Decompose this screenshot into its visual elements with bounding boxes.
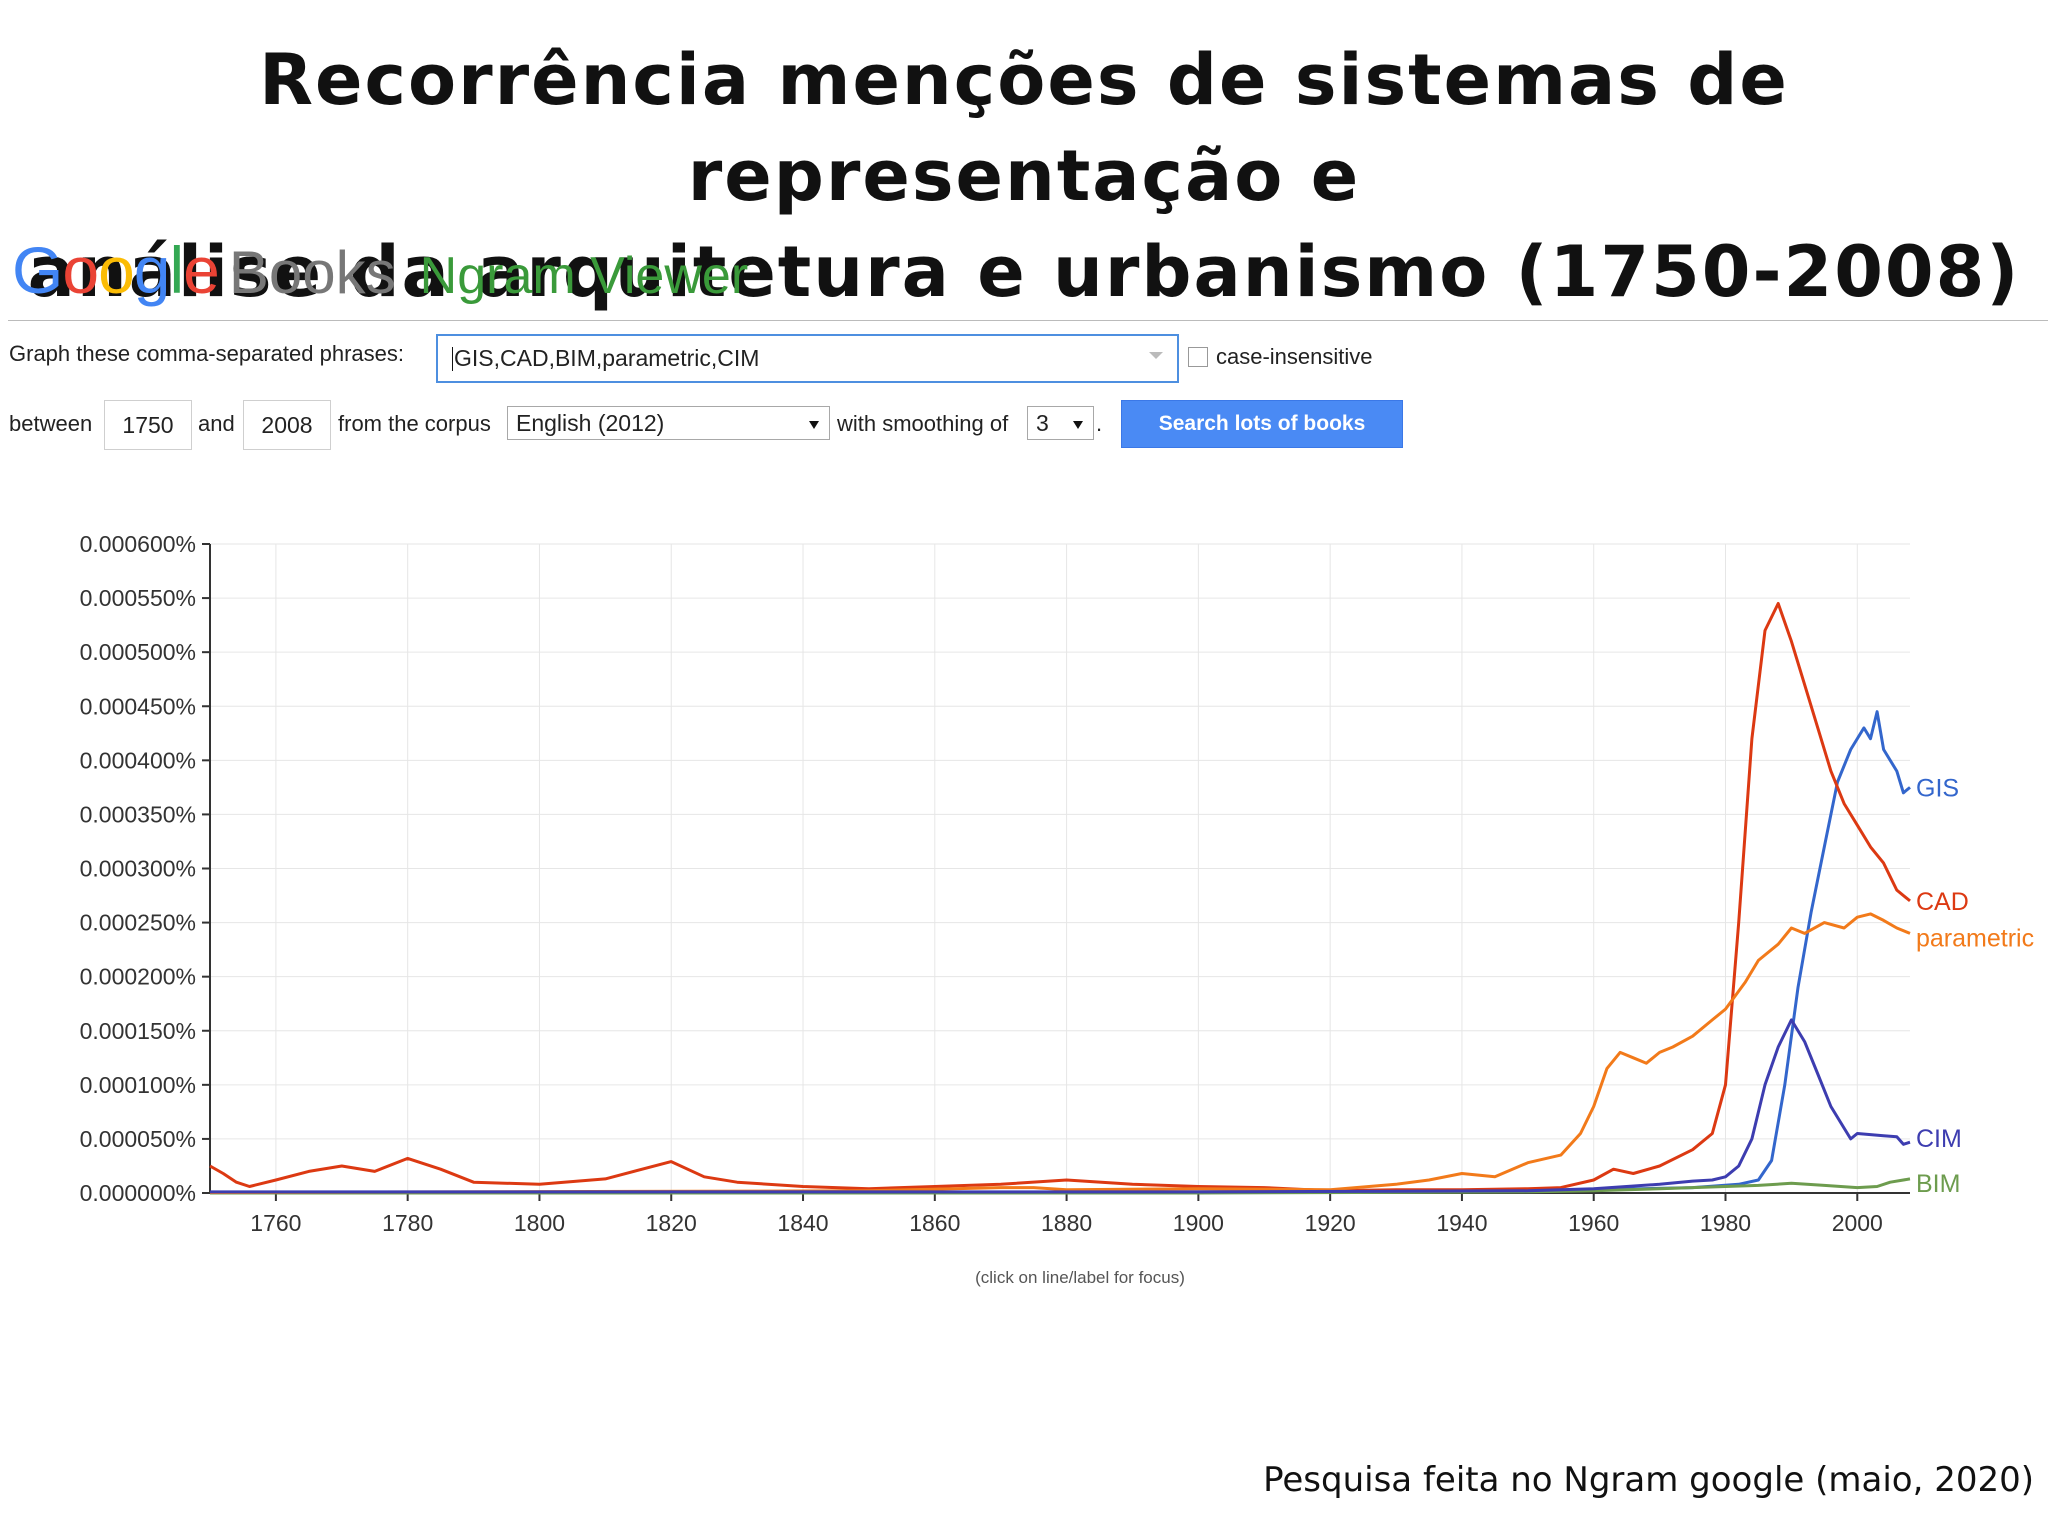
y-tick-label-2: 0.000100% — [80, 1072, 196, 1098]
series-line-CIM[interactable] — [210, 1018, 1911, 1194]
x-tick-label-6: 1880 — [1041, 1210, 1092, 1236]
x-tick-label-12: 2000 — [1832, 1210, 1883, 1236]
y-tick-label-12: 0.000600% — [80, 531, 196, 557]
y-tick-label-7: 0.000350% — [80, 801, 196, 827]
corpus-dropdown-icon — [809, 421, 819, 429]
y-tick-label-9: 0.000450% — [80, 693, 196, 719]
series-line-GIS[interactable] — [210, 710, 1911, 1195]
y-tick-label-5: 0.000250% — [80, 910, 196, 936]
y-tick-label-11: 0.000550% — [80, 585, 196, 611]
slide-title-line-2: análise da arquitetura e urbanismo (1750… — [27, 231, 2021, 313]
text-caret — [452, 346, 453, 371]
case-insensitive-label: case-insensitive — [1216, 344, 1373, 369]
phrases-input-value: GIS,CAD,BIM,parametric,CIM — [454, 345, 760, 371]
ngram-viewer-wordmark: Ngram Viewer — [419, 247, 749, 305]
x-tick-label-5: 1860 — [909, 1210, 960, 1236]
series-line-parametric[interactable] — [209, 912, 1911, 1194]
phrases-input[interactable]: GIS,CAD,BIM,parametric,CIM — [436, 334, 1179, 383]
y-tick-label-1: 0.000050% — [80, 1126, 196, 1152]
search-button[interactable]: Search lots of books — [1121, 400, 1403, 448]
x-tick-label-1: 1780 — [382, 1210, 433, 1236]
series-label-BIM[interactable]: BIM — [1916, 1170, 1960, 1198]
y-tick-label-10: 0.000500% — [80, 639, 196, 665]
between-label: between — [9, 411, 93, 436]
source-note: Pesquisa feita no Ngram google (maio, 20… — [1263, 1460, 2034, 1500]
end-year-input[interactable]: 2008 — [243, 400, 331, 450]
corpus-select[interactable]: English (2012) — [507, 406, 830, 440]
end-year-value: 2008 — [261, 411, 313, 438]
start-year-value: 1750 — [122, 411, 174, 438]
corpus-label: from the corpus — [338, 411, 491, 436]
books-wordmark: Books — [228, 239, 396, 306]
smoothing-dropdown-icon — [1073, 421, 1083, 429]
smoothing-period: . — [1096, 411, 1103, 436]
google-letter-1: o — [62, 233, 99, 307]
x-tick-label-8: 1920 — [1305, 1210, 1356, 1236]
corpus-select-value: English (2012) — [516, 409, 665, 436]
case-insensitive-checkbox[interactable] — [1188, 347, 1208, 367]
x-tick-label-4: 1840 — [777, 1210, 828, 1236]
x-tick-label-9: 1940 — [1436, 1210, 1487, 1236]
smoothing-select[interactable]: 3 — [1027, 406, 1094, 440]
google-letter-4: l — [169, 233, 185, 307]
google-letter-5: e — [183, 233, 220, 307]
series-line-CAD[interactable] — [209, 602, 1911, 1193]
x-tick-label-10: 1960 — [1568, 1210, 1619, 1236]
x-tick-label-3: 1820 — [646, 1210, 697, 1236]
google-letter-2: o — [98, 233, 135, 307]
y-tick-label-4: 0.000200% — [80, 964, 196, 990]
google-books-ngram-logo[interactable]: Google Books Ngram Viewer — [12, 232, 748, 312]
google-letter-0: G — [12, 233, 63, 307]
x-tick-label-2: 1800 — [514, 1210, 565, 1236]
smoothing-label: with smoothing of — [837, 411, 1009, 436]
header-divider — [8, 320, 2048, 321]
series-label-CAD[interactable]: CAD — [1916, 888, 1969, 916]
google-wordmark: Google — [12, 233, 220, 307]
ngram-chart[interactable]: 0.000000% 0.000050% 0.000100% 0.000150% 0.00… — [0, 510, 2048, 1300]
x-tick-label-11: 1980 — [1700, 1210, 1751, 1236]
chart-caption: (click on line/label for focus) — [975, 1268, 1185, 1287]
series-label-GIS[interactable]: GIS — [1916, 774, 1959, 802]
x-tick-label-0: 1760 — [250, 1210, 301, 1236]
x-tick-label-7: 1900 — [1173, 1210, 1224, 1236]
google-letter-3: g — [133, 233, 171, 307]
y-tick-label-0: 0.000000% — [80, 1180, 196, 1206]
slide-title: Recorrência menções de sistemas de repre… — [0, 32, 2048, 320]
y-tick-label-3: 0.000150% — [80, 1018, 196, 1044]
y-tick-label-6: 0.000300% — [80, 856, 196, 882]
phrases-label: Graph these comma-separated phrases: — [9, 341, 404, 366]
slide-title-line-1: Recorrência menções de sistemas de repre… — [259, 39, 1789, 217]
series-label-CIM[interactable]: CIM — [1916, 1125, 1962, 1153]
smoothing-select-value: 3 — [1036, 409, 1049, 436]
input-dropdown-icon[interactable] — [1149, 352, 1163, 359]
start-year-input[interactable]: 1750 — [104, 400, 192, 450]
and-label: and — [198, 411, 235, 436]
series-label-parametric[interactable]: parametric — [1916, 924, 2034, 952]
y-tick-label-8: 0.000400% — [80, 747, 196, 773]
